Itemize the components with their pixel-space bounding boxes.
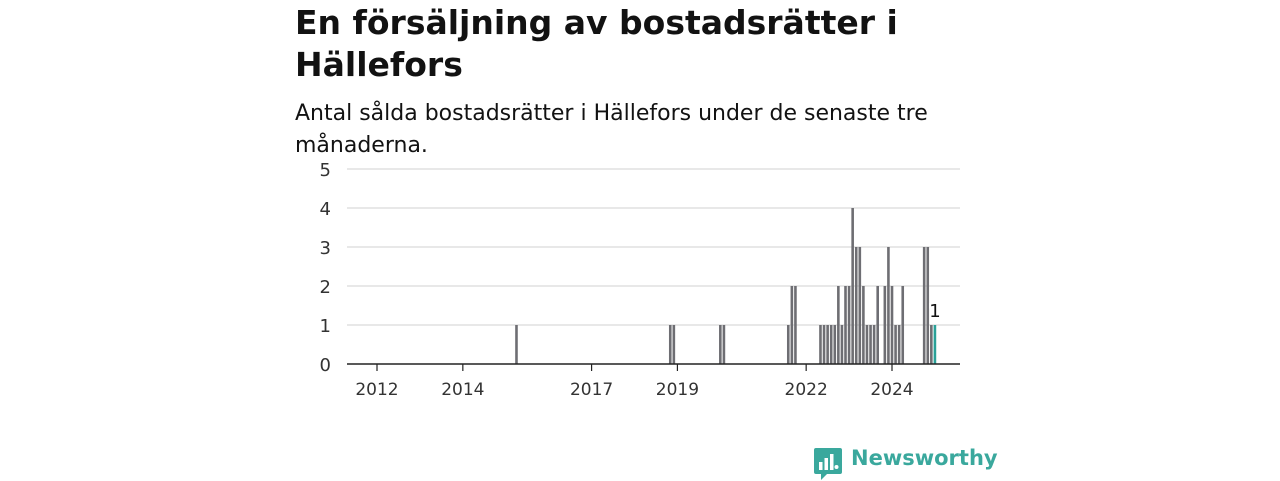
bar (515, 325, 518, 364)
bar (926, 247, 930, 364)
bar (672, 325, 676, 364)
chart-title: En försäljning av bostadsrätter i Hällef… (295, 3, 898, 84)
bar (786, 325, 790, 364)
bar (876, 286, 879, 364)
bar (847, 286, 851, 364)
bar (872, 325, 876, 364)
bar (869, 325, 872, 364)
bar (901, 286, 905, 364)
bar (862, 286, 865, 364)
bar (844, 286, 847, 364)
bar (829, 325, 833, 364)
highlight-bar (933, 325, 937, 364)
y-tick-label: 4 (320, 199, 331, 220)
bar (865, 325, 869, 364)
newsworthy-logo-icon (814, 448, 842, 480)
y-tick-label: 2 (320, 277, 331, 298)
bar (719, 325, 722, 364)
bar (833, 325, 837, 364)
bar (883, 286, 887, 364)
y-tick-label: 5 (320, 160, 331, 181)
bar (840, 325, 844, 364)
bar (858, 247, 862, 364)
bar (790, 286, 794, 364)
highlight-value-label: 1 (929, 301, 940, 322)
y-tick-label: 1 (320, 316, 331, 337)
x-tick-label: 2014 (441, 380, 484, 400)
bar (930, 325, 933, 364)
bar (668, 325, 672, 364)
x-tick-label: 2017 (570, 380, 613, 400)
x-tick-label: 2024 (870, 380, 913, 400)
bar (922, 247, 926, 364)
x-tick-label: 2022 (785, 380, 828, 400)
bar (894, 325, 897, 364)
bar (822, 325, 826, 364)
y-tick-label: 3 (320, 238, 331, 259)
bar (887, 247, 890, 364)
y-tick-label: 0 (320, 355, 331, 376)
bar (890, 286, 894, 364)
bar-chart: 0 1 2 3 4 5 2012 2014 2017 2019 2022 2024 1 (320, 160, 960, 400)
newsworthy-logo-text: Newsworthy (851, 446, 998, 470)
x-tick-label: 2012 (355, 380, 398, 400)
bar (837, 286, 840, 364)
bar (897, 325, 901, 364)
bar (854, 247, 858, 364)
bar (826, 325, 829, 364)
bar (722, 325, 726, 364)
x-tick-label: 2019 (656, 380, 699, 400)
newsworthy-logo: Newsworthy (813, 445, 998, 481)
bar (819, 325, 822, 364)
chart-subtitle: Antal sålda bostadsrätter i Hällefors un… (295, 101, 928, 158)
bar (794, 286, 797, 364)
bar (851, 208, 854, 364)
